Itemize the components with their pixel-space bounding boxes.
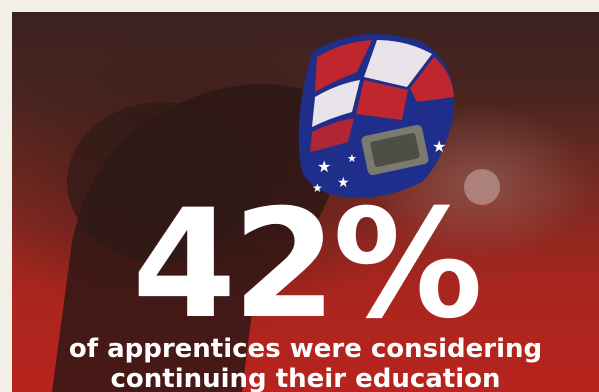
stat-card: ★ ★ ★ ★ ★ 42% of apprentices were consid… (12, 12, 599, 392)
stat-block: 42% (12, 190, 599, 340)
svg-text:★: ★ (317, 157, 331, 176)
stat-caption-line-1: of apprentices were considering (12, 334, 599, 364)
svg-text:★: ★ (432, 137, 446, 156)
stat-caption-line-2: continuing their education (12, 364, 599, 392)
stat-caption: of apprentices were considering continui… (12, 334, 599, 392)
stat-value: 42% (12, 190, 599, 340)
flag-helmet-icon: ★ ★ ★ ★ ★ (299, 34, 454, 198)
svg-text:★: ★ (347, 152, 357, 165)
